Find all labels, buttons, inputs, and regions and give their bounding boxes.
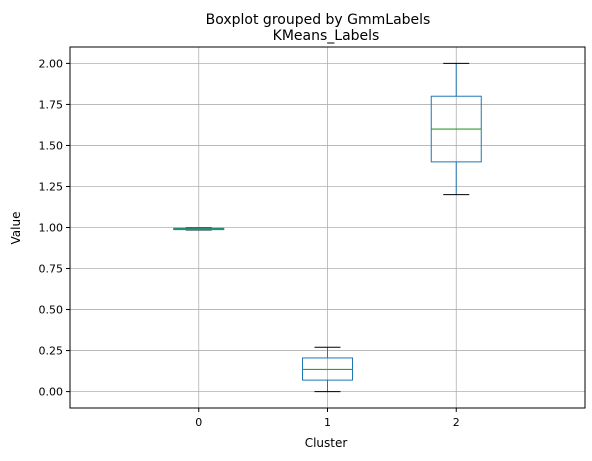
chart-suptitle: Boxplot grouped by GmmLabels	[206, 12, 431, 28]
y-tick-label: 2.00	[39, 57, 64, 70]
y-tick-label: 0.75	[39, 263, 64, 276]
box-group-0	[173, 227, 225, 231]
boxes-layer	[173, 62, 482, 393]
x-axis-label: Cluster	[305, 436, 348, 450]
x-tick-label: 0	[195, 416, 202, 429]
y-tick-label: 1.25	[39, 180, 64, 193]
y-axis-label: Value	[9, 212, 23, 245]
y-tick-label: 0.00	[39, 386, 64, 399]
x-tick-label: 2	[453, 416, 460, 429]
y-tick-label: 1.00	[39, 222, 64, 235]
ticks-layer: 0.00 0.25 0.50 0.75 1.00 1.25 1.50 1.75 2.00 0 1 2	[39, 57, 460, 429]
x-tick-label: 1	[324, 416, 331, 429]
y-tick-label: 0.25	[39, 345, 64, 358]
y-tick-label: 0.50	[39, 304, 64, 317]
box-group-2	[430, 62, 482, 196]
chart-title: KMeans_Labels	[273, 28, 380, 44]
grid-layer	[70, 47, 585, 408]
y-tick-label: 1.75	[39, 98, 64, 111]
y-tick-label: 1.50	[39, 139, 64, 152]
box-group-1	[302, 346, 353, 393]
